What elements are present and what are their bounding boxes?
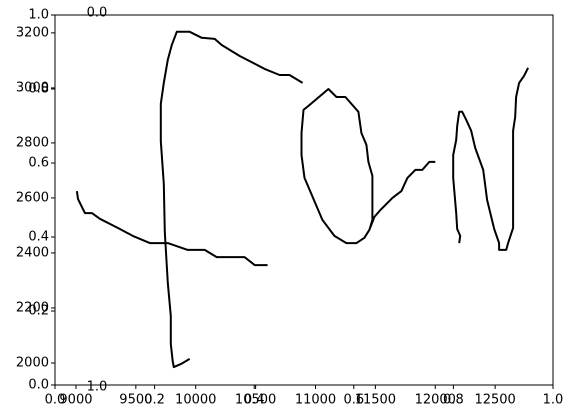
y-tick-label: 3200 [16, 25, 49, 40]
x-tick-label: 9500 [119, 393, 152, 408]
y-tick-label: 2000 [16, 355, 49, 370]
stroke-line [300, 88, 436, 245]
x-tick-label: 9000 [59, 393, 92, 408]
y-tick-label: 2400 [16, 245, 49, 260]
x-tick-label: 11500 [355, 393, 396, 408]
y-tick-label: 0.4 [28, 230, 49, 245]
x-tick-label: 0.0 [45, 393, 66, 408]
y-tick-label: 2600 [16, 190, 49, 205]
y-tick-label: 0.8 [28, 82, 49, 97]
y-tick-label: 3000 [16, 80, 49, 95]
y-tick-label: 2200 [16, 300, 49, 315]
x-tick-label: 0.2 [144, 393, 165, 408]
x-tick-label: 12000 [415, 393, 456, 408]
stroke-line [75, 190, 268, 267]
y-tick-label: 0.0 [28, 378, 49, 393]
y-tick-label: 1.0 [28, 8, 49, 23]
x-tick-label: 0.6 [343, 393, 364, 408]
y-tick-label: 0.2 [28, 304, 49, 319]
x-tick-label: 12500 [474, 393, 515, 408]
stub-tick-label: 0.0 [87, 6, 108, 21]
stroke-line [159, 30, 304, 369]
x-tick-label: 10500 [235, 393, 276, 408]
stub-tick-label: 1.0 [87, 380, 108, 395]
x-tick-label: 0.4 [244, 393, 265, 408]
y-tick-label: 2800 [16, 135, 49, 150]
x-tick-label: 10000 [175, 393, 216, 408]
stroke-line [452, 67, 529, 251]
x-tick-label: 11000 [295, 393, 336, 408]
axes-frame [54, 14, 554, 386]
x-tick-label: 1.0 [543, 393, 564, 408]
x-tick-label: 0.8 [443, 393, 464, 408]
y-tick-label: 0.6 [28, 156, 49, 171]
